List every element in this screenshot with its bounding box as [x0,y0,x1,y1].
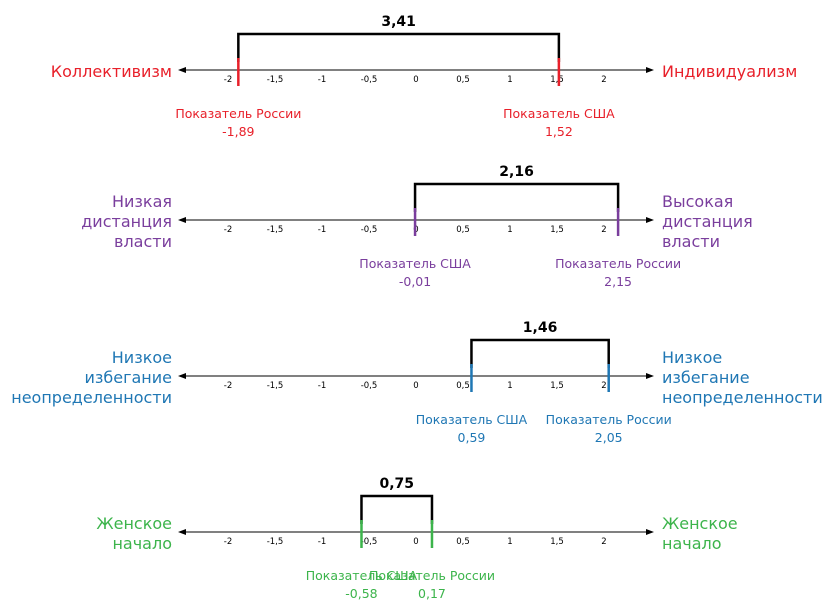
tick-label: 1 [507,225,512,235]
right-pole-label: дистанция [662,212,753,231]
tick-label: 1 [507,537,512,547]
right-pole-label: власти [662,232,720,251]
marker-value: -1,89 [222,124,254,139]
marker-caption: Показатель России [546,412,672,427]
scale-power-distance: -2-1,5-1-0,500,511,52Низкаядистанциявлас… [81,164,753,289]
left-pole-label: Низкое [112,348,172,367]
axis-arrow-right-icon [646,217,654,223]
marker-caption: Показатель США [306,568,418,583]
axis-arrow-right-icon [646,67,654,73]
difference-bracket [360,494,434,524]
marker-caption: Показатель США [503,106,615,121]
right-pole-label: избегание [662,368,750,387]
left-pole-label: власти [114,232,172,251]
marker-caption: Показатель России [369,568,495,583]
tick-label: -2 [224,381,232,391]
tick-label: 0,5 [456,225,470,235]
tick-label: 0,5 [456,381,470,391]
marker-value: 0,17 [418,586,446,601]
axis-arrow-left-icon [178,217,186,223]
axis-arrow-left-icon [178,529,186,535]
marker-value: 0,59 [458,430,486,445]
tick-label: -2 [224,537,232,547]
marker-value: 1,52 [545,124,573,139]
left-pole-label: Женское [96,514,172,533]
marker-caption: Показатель США [359,256,471,271]
difference-value: 2,16 [499,164,534,180]
difference-value: 3,41 [381,14,416,30]
tick-label: -2 [224,75,232,85]
left-pole-label: Коллективизм [51,62,172,81]
difference-value: 1,46 [523,320,558,336]
tick-label: -0,5 [361,381,378,391]
left-pole-label: избегание [84,368,172,387]
tick-label: -0,5 [361,537,378,547]
axis-arrow-left-icon [178,67,186,73]
marker-value: 2,15 [604,274,632,289]
tick-label: 2 [601,225,606,235]
tick-label: -1 [318,75,326,85]
tick-label: -1,5 [267,537,284,547]
tick-label: 1,5 [550,381,564,391]
tick-label: 2 [601,75,606,85]
tick-label: -2 [224,225,232,235]
left-pole-label: Низкая [112,192,172,211]
right-pole-label: Индивидуализм [662,62,797,81]
tick-label: -0,5 [361,225,378,235]
difference-bracket [413,182,620,212]
difference-bracket [237,32,561,62]
tick-label: 1,5 [550,75,564,85]
tick-label: 0 [413,537,418,547]
scale-uncertainty-avoidance: -2 -1,5 -1 -0,5 0 0,5 1 1,5 2Низкоеизбеганиенеоп… [11,320,823,445]
right-pole-label: Высокая [662,192,733,211]
axis-arrow-right-icon [646,529,654,535]
tick-label: -1,5 [267,381,284,391]
tick-label: 0 [413,381,418,391]
difference-value: 0,75 [379,476,414,492]
tick-label: 2 [601,381,606,391]
tick-label: 0 [413,75,418,85]
marker-caption: Показатель США [416,412,528,427]
marker-caption: Показатель России [555,256,681,271]
difference-bracket [470,338,610,368]
tick-label: 1 [507,381,512,391]
tick-label: 2 [601,537,606,547]
axis-arrow-left-icon [178,373,186,379]
tick-label: 0,5 [456,537,470,547]
right-pole-label: Женское [662,514,738,533]
right-pole-label: неопределенности [662,388,823,407]
left-pole-label: начало [112,534,172,553]
scale-masculinity: -2 -1,5 -1 -0,5 0 0,5 1 1,5 2ЖенскоеначалоЖенско… [96,476,737,601]
tick-label: -1 [318,381,326,391]
marker-value: -0,58 [345,586,377,601]
tick-label: -1,5 [267,225,284,235]
marker-value: 2,05 [595,430,623,445]
marker-caption: Показатель России [175,106,301,121]
tick-label: -0,5 [361,75,378,85]
marker-value: -0,01 [399,274,431,289]
left-pole-label: неопределенности [11,388,172,407]
tick-label: 1 [507,75,512,85]
tick-label: -1,5 [267,75,284,85]
right-pole-label: Низкое [662,348,722,367]
right-pole-label: начало [662,534,722,553]
left-pole-label: дистанция [81,212,172,231]
axis-arrow-right-icon [646,373,654,379]
tick-label: 1,5 [550,537,564,547]
tick-label: -1 [318,225,326,235]
tick-label: -1 [318,537,326,547]
tick-label: 1,5 [550,225,564,235]
tick-label: 0,5 [456,75,470,85]
